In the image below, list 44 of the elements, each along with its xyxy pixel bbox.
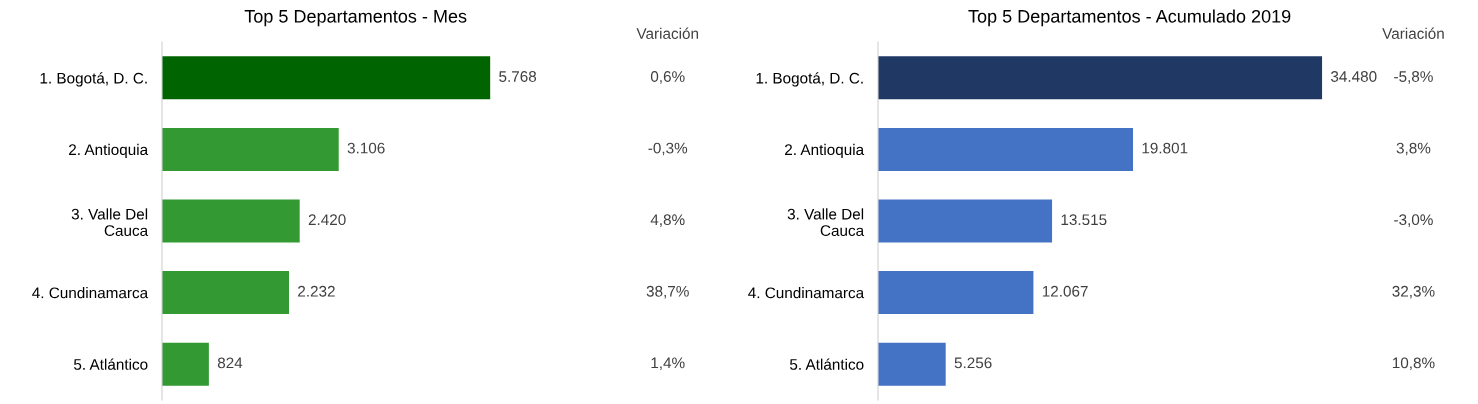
- data-label: 5.768: [499, 71, 537, 82]
- data-label: 3.106: [347, 142, 385, 154]
- chart-title: Top 5 Departamentos - Acumulado 2019: [968, 9, 1291, 27]
- y-tick-label: 5. Atlántico: [73, 358, 148, 370]
- text: -5,8%: [1394, 71, 1433, 84]
- y-tick-label: 2. Antioquia: [69, 143, 149, 159]
- bar: [878, 342, 946, 386]
- bar: [162, 199, 300, 243]
- bar: [878, 271, 1034, 315]
- y-tick-label: 4. Cundinamarca: [32, 287, 149, 299]
- text: 4,8%: [650, 214, 685, 227]
- chart-title: Top 5 Departamentos - Mes: [244, 10, 467, 27]
- bar: [162, 56, 491, 100]
- text: 1,4%: [651, 357, 685, 371]
- bar: [878, 56, 1323, 100]
- y-tick-label: 5. Atlántico: [789, 358, 864, 370]
- text: 3,8%: [1396, 142, 1431, 156]
- bar: [878, 127, 1134, 171]
- bar: [162, 342, 209, 386]
- text: 38,7%: [646, 285, 689, 299]
- bar: [162, 271, 289, 315]
- data-label: 13.515: [1061, 214, 1107, 226]
- text: -3,0%: [1394, 214, 1433, 227]
- text: Variación: [1382, 27, 1444, 39]
- y-tick-label: 4. Cundinamarca: [748, 287, 865, 299]
- text: 0,6%: [650, 71, 685, 84]
- y-tick-label: 1. Bogotá, D. C.: [40, 72, 147, 87]
- text: -0,3%: [648, 142, 688, 156]
- bar: [162, 127, 339, 171]
- y-tick-label: 1. Bogotá, D. C.: [756, 72, 863, 87]
- data-label: 5.256: [954, 357, 992, 369]
- bar: [878, 199, 1053, 243]
- data-label: 19.801: [1142, 142, 1188, 154]
- text: Variación: [636, 27, 699, 39]
- data-label: 12.067: [1042, 285, 1088, 297]
- y-tick-label: 3. Valle Del Cauca: [71, 208, 149, 237]
- text: 32,3%: [1392, 285, 1435, 299]
- data-label: 824: [217, 357, 243, 369]
- y-tick-label: 3. Valle Del Cauca: [787, 208, 865, 237]
- data-label: 2.420: [308, 214, 346, 226]
- data-label: 34.480: [1330, 71, 1377, 82]
- text: 10,8%: [1392, 357, 1435, 371]
- data-label: 2.232: [298, 285, 335, 297]
- y-tick-label: 2. Antioquia: [785, 143, 865, 159]
